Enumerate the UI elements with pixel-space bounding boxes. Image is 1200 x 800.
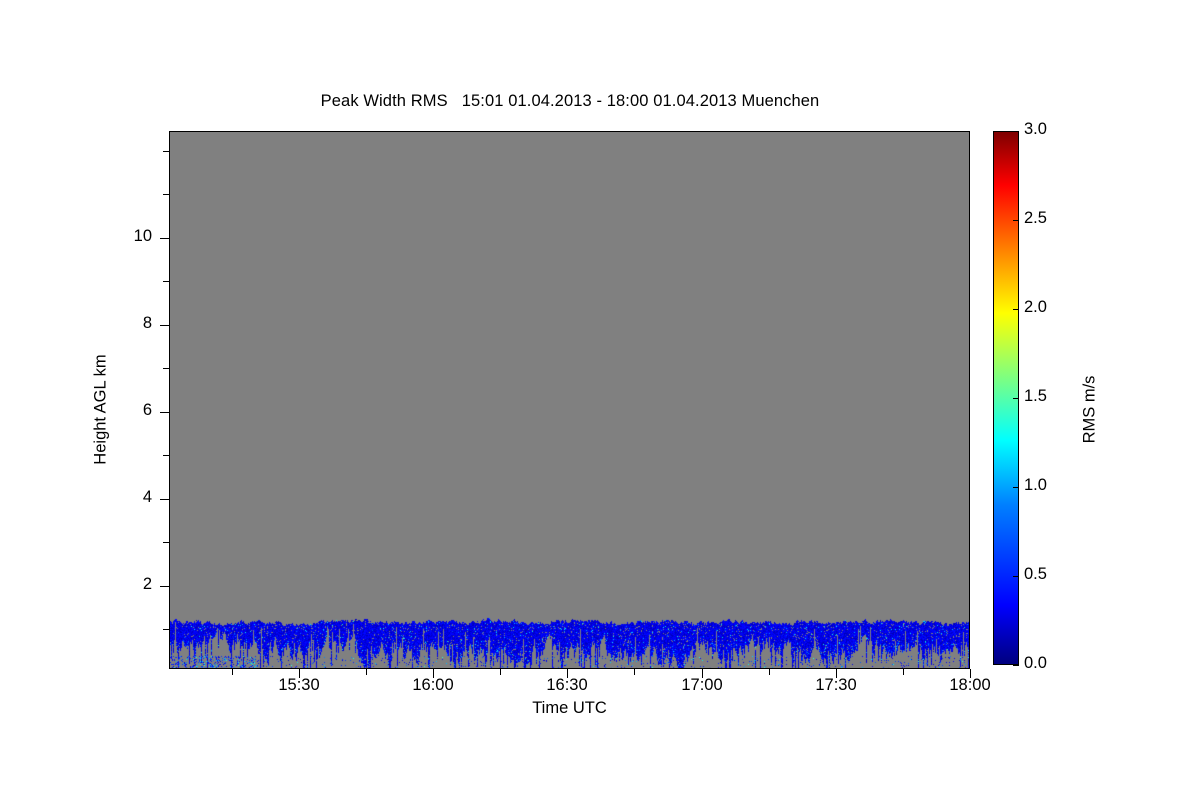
x-axis-title: Time UTC	[532, 699, 607, 717]
x-tick-label: 15:30	[278, 676, 320, 694]
y-tick-major	[160, 238, 169, 239]
colorbar-tick-label: 1.0	[1024, 476, 1047, 494]
y-tick-label: 2	[142, 575, 152, 593]
x-tick-major	[702, 669, 703, 678]
x-tick-major	[433, 669, 434, 678]
y-tick-major	[160, 499, 169, 500]
colorbar-tick	[1013, 309, 1019, 310]
x-tick-label: 16:30	[546, 676, 588, 694]
colorbar-tick-label: 1.5	[1024, 387, 1047, 405]
colorbar-title: RMS m/s	[1080, 375, 1099, 444]
x-tick-minor	[634, 669, 635, 675]
colorbar-tick	[1013, 398, 1019, 399]
x-tick-label: 16:00	[412, 676, 454, 694]
y-axis-title: Height AGL km	[91, 354, 110, 465]
x-tick-minor	[500, 669, 501, 675]
y-tick-minor	[163, 455, 169, 456]
colorbar-tick	[1013, 576, 1019, 577]
x-tick-minor	[232, 669, 233, 675]
heatmap-data-layer	[170, 132, 969, 668]
x-tick-label: 18:00	[949, 676, 991, 694]
colorbar-tick-label: 2.0	[1024, 298, 1047, 316]
y-tick-label: 6	[142, 401, 152, 419]
x-tick-major	[970, 669, 971, 678]
y-tick-minor	[163, 542, 169, 543]
x-tick-minor	[903, 669, 904, 675]
colorbar-tick-label: 0.5	[1024, 565, 1047, 583]
y-tick-minor	[163, 194, 169, 195]
y-tick-label: 8	[142, 314, 152, 332]
colorbar-tick	[1013, 220, 1019, 221]
y-tick-minor	[163, 368, 169, 369]
x-tick-minor	[366, 669, 367, 675]
x-tick-label: 17:30	[815, 676, 857, 694]
x-tick-label: 17:00	[681, 676, 723, 694]
plot-area	[169, 131, 970, 669]
colorbar-tick	[1013, 487, 1019, 488]
y-tick-minor	[163, 629, 169, 630]
y-tick-minor	[163, 151, 169, 152]
colorbar-tick	[1013, 665, 1019, 666]
y-tick-label: 4	[142, 488, 152, 506]
x-tick-major	[836, 669, 837, 678]
y-tick-major	[160, 412, 169, 413]
y-tick-major	[160, 586, 169, 587]
page-title: Peak Width RMS 15:01 01.04.2013 - 18:00 …	[320, 92, 820, 110]
y-tick-minor	[163, 281, 169, 282]
y-tick-major	[160, 325, 169, 326]
x-tick-major	[567, 669, 568, 678]
colorbar-tick-label: 2.5	[1024, 209, 1047, 227]
colorbar-tick-label: 0.0	[1024, 654, 1047, 672]
colorbar-tick	[1013, 131, 1019, 132]
x-tick-major	[299, 669, 300, 678]
colorbar-tick-label: 3.0	[1024, 120, 1047, 138]
y-tick-label: 10	[133, 227, 152, 245]
x-tick-minor	[769, 669, 770, 675]
